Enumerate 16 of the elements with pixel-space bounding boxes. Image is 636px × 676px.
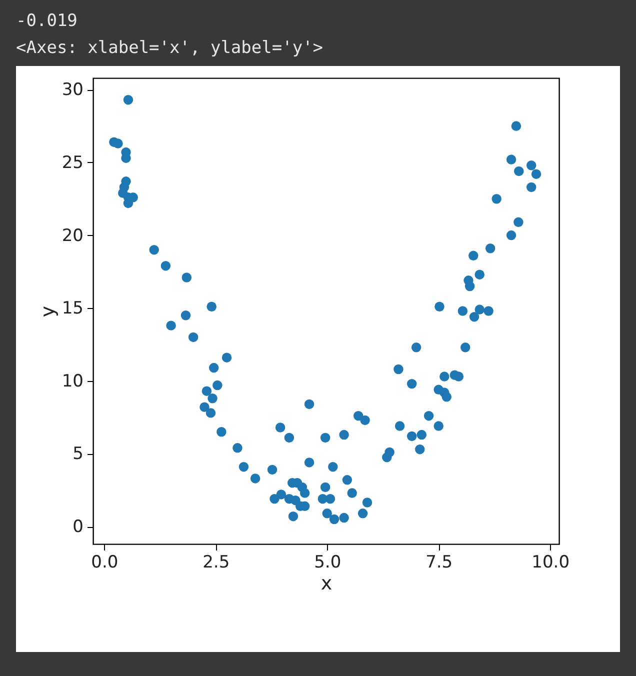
text: <Axes: xlabel='x', ylabel='y'> [16, 37, 324, 60]
x-tick-label: 2.5 [202, 552, 230, 572]
x-tick-label: 10.0 [532, 552, 570, 572]
y-tick-label: 25 [62, 152, 84, 173]
x-tick-label: 0.0 [91, 552, 118, 572]
y-tick-label: 30 [62, 80, 84, 100]
text: -0.019 [16, 10, 78, 33]
x-axis-title: x [320, 572, 332, 594]
y-tick-label: 5 [72, 444, 84, 464]
y-tick-label: 20 [62, 226, 84, 246]
x-tick-label: 5.0 [314, 552, 342, 572]
y-tick-label: 0 [72, 517, 84, 538]
y-tick-label: 15 [62, 298, 84, 319]
y-tick-label: 10 [62, 371, 84, 392]
x-tick-label: 7.5 [426, 552, 453, 572]
y-axis-title: y [36, 306, 59, 318]
